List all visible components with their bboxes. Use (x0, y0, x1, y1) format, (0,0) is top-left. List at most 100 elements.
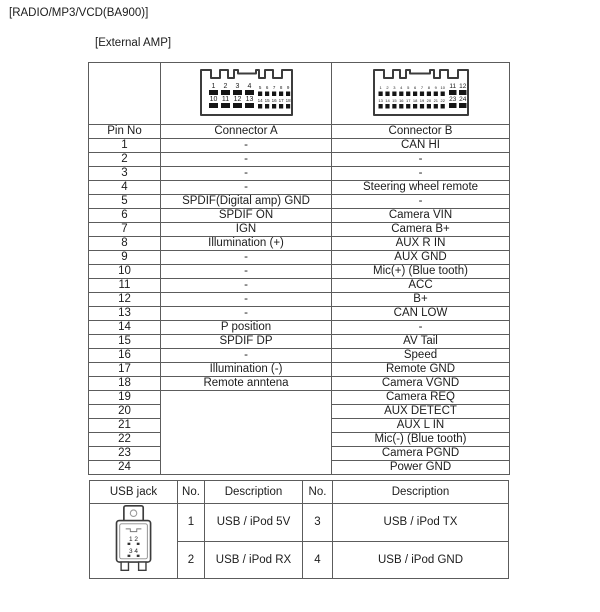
connector-b-cell: Mic(+) (Blue tooth) (331, 264, 510, 279)
pin-contact (433, 103, 438, 108)
connector-a-cell: IGN (160, 222, 332, 237)
pin-no-cell: 2 (88, 152, 161, 167)
usb-jack-pin-mark (127, 542, 130, 545)
col-header-pin-no: Pin No (88, 124, 161, 139)
pin-number-label: 2 (386, 85, 389, 90)
pin-number-label: 22 (440, 98, 445, 103)
pin-contact (220, 89, 230, 95)
pin-no-cell: 10 (88, 264, 161, 279)
usb-col-header-no-2: No. (302, 480, 333, 504)
pin-number-label: 10 (209, 96, 217, 103)
usb-description-cell: USB / iPod RX (204, 541, 303, 579)
usb-no-cell: 3 (302, 502, 333, 543)
usb-jack-table: USB jack No. Description No. Description… (89, 480, 509, 579)
pin-contact (232, 102, 242, 108)
connector-b-cell: Power GND (331, 460, 510, 475)
usb-jack-pin-numbers-top: 1 2 (129, 536, 138, 543)
pin-number-label: 8 (427, 85, 430, 90)
pin-number-label: 1 (211, 83, 215, 90)
pin-no-cell: 21 (88, 418, 161, 433)
pin-contact (405, 103, 410, 108)
pin-number-label: 11 (449, 83, 456, 90)
pin-row: 11- ACC (88, 278, 510, 293)
pin-row: 6 SPDIF ON Camera VIN (88, 208, 510, 223)
pin-number-label: 8 (279, 85, 282, 90)
pin-number-label: 4 (247, 83, 251, 90)
pin-no-cell: 8 (88, 236, 161, 251)
pin-contact (278, 91, 283, 96)
pin-no-cell: 7 (88, 222, 161, 237)
connector-b-cell: AUX L IN (331, 418, 510, 433)
pin-no-cell: 23 (88, 446, 161, 461)
pin-number-label: 24 (459, 96, 467, 103)
pin-contact (378, 91, 383, 96)
pin-no-cell: 20 (88, 404, 161, 419)
pin-contact (257, 103, 262, 108)
pin-contact (232, 89, 242, 95)
pin-contact (419, 91, 424, 96)
connector-a-cell: - (160, 138, 332, 153)
usb-jack-pin-mark (127, 554, 130, 557)
pin-contact (271, 91, 276, 96)
pin-row: 15 SPDIF DP AV Tail (88, 334, 510, 349)
pin-number-label: 2 (223, 83, 227, 90)
pin-no-cell: 13 (88, 306, 161, 321)
pin-contact (440, 91, 445, 96)
connector-b-cell: CAN LOW (331, 306, 510, 321)
pin-contact (264, 91, 269, 96)
pin-number-label: 6 (413, 85, 416, 90)
pin-contact (458, 89, 466, 95)
usb-description-cell: USB / iPod TX (332, 502, 509, 543)
connector-b-cell: Remote GND (331, 362, 510, 377)
pin-number-label: 18 (412, 98, 417, 103)
pin-number-label: 5 (258, 85, 261, 90)
pin-contact (378, 103, 383, 108)
usb-description-cell: USB / iPod 5V (204, 502, 303, 543)
pin-contact (398, 103, 403, 108)
pin-number-label: 7 (420, 85, 423, 90)
col-header-connector-b: Connector B (331, 124, 510, 139)
usb-col-header-description-2: Description (332, 480, 509, 504)
section-label: [External AMP] (95, 37, 172, 49)
pin-contact (244, 89, 254, 95)
pin-contact (271, 103, 276, 108)
pin-contact (440, 103, 445, 108)
pin-row: 19 Camera REQ (88, 390, 510, 475)
pin-contact (458, 102, 466, 108)
pin-row: 12- B+ (88, 292, 510, 307)
pin-number-label: 17 (405, 98, 410, 103)
usb-jack-header: USB jack (89, 480, 178, 504)
usb-jack-icon: 1 2 3 4 (115, 505, 151, 572)
pin-number-label: 10 (440, 85, 445, 90)
connector-b-cell: Camera VGND (331, 376, 510, 391)
pin-no-cell: 3 (88, 166, 161, 181)
connector-a-cell: SPDIF ON (160, 208, 332, 223)
usb-jack-icon-cell: 1 2 3 4 (89, 503, 178, 579)
connector-b-cell: AUX GND (331, 250, 510, 265)
connector-a-cell: - (160, 166, 332, 181)
connector-a-cell: SPDIF DP (160, 334, 332, 349)
pin-contact (426, 103, 431, 108)
pin-number-label: 3 (393, 85, 396, 90)
connector-a-cell: - (160, 152, 332, 167)
pin-no-cell: 16 (88, 348, 161, 363)
usb-no-cell: 2 (177, 541, 205, 579)
empty-corner-cell (88, 62, 161, 125)
connector-b-cell: Camera VIN (331, 208, 510, 223)
connector-b-cell: AV Tail (331, 334, 510, 349)
pin-number-label: 18 (285, 98, 291, 103)
pin-contact (433, 91, 438, 96)
usb-jack-body (115, 519, 151, 563)
usb-jack-tab-hole (129, 509, 137, 517)
connector-b-cell: Steering wheel remote (331, 180, 510, 195)
connector-b-cell: B+ (331, 292, 510, 307)
pin-no-cell: 9 (88, 250, 161, 265)
pin-contact (257, 91, 262, 96)
pin-row: 10- Mic(+) (Blue tooth) (88, 264, 510, 279)
connector-b-cell: AUX DETECT (331, 404, 510, 419)
pin-number-label: 14 (257, 98, 263, 103)
usb-table-row: 2 USB / iPod RX 4 USB / iPod GND (90, 541, 509, 579)
pin-contact (208, 89, 218, 95)
connector-b-cell: - (331, 152, 510, 167)
connector-a-cell: - (160, 292, 332, 307)
